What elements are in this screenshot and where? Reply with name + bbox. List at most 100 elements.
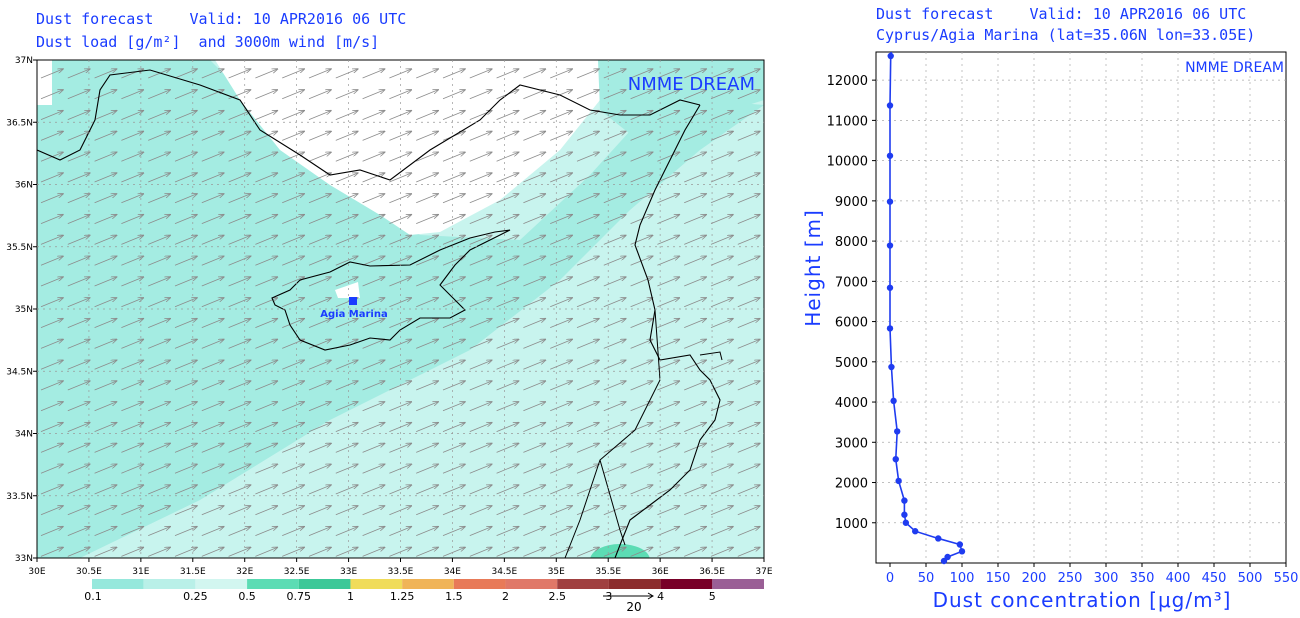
wind-arrow [710,69,733,79]
wind-arrow [148,547,170,557]
wind-arrow [201,131,224,141]
wind-arrow [94,443,117,453]
colorbar-label: 1 [347,590,354,603]
wind-arrow [684,131,706,141]
wind-arrow [201,298,224,308]
wind-arrow [67,90,90,100]
profile-y-tick-label: 9000 [835,195,868,210]
wind-arrow [496,298,519,308]
wind-arrow [442,277,465,287]
wind-arrow [657,111,679,120]
wind-arrow [174,256,197,266]
wind-arrow [148,298,170,308]
wind-arrow [550,215,572,224]
wind-arrow [308,256,331,266]
wind-arrow [362,194,385,204]
map-lat-label: 34.5N [6,367,33,377]
profile-y-tick-label: 1000 [835,517,868,532]
wind-arrow [523,111,545,120]
wind-arrow [362,215,385,224]
wind-arrow [416,69,438,79]
wind-arrow [335,360,358,370]
wind-arrow [550,464,572,474]
wind-arrow [40,69,63,79]
wind-arrow [121,423,143,432]
profile-x-tick-label: 350 [1130,571,1155,586]
wind-arrow [148,90,170,100]
wind-arrow [630,485,653,495]
wind-arrow [389,277,411,287]
wind-arrow [416,381,438,391]
map-lon-label: 30.5E [76,567,102,577]
wind-arrow [469,506,492,516]
wind-arrow [121,506,143,516]
wind-arrow [442,194,465,204]
wind-arrow [389,402,411,412]
wind-arrow [174,360,197,370]
wind-arrow [389,485,411,495]
wind-arrow [94,194,117,204]
wind-arrow [523,485,545,495]
wind-arrow [335,381,358,391]
wind-arrow [737,215,760,224]
wind-arrow [67,381,90,391]
wind-arrow [308,402,331,412]
wind-arrow [576,111,599,120]
wind-arrow [201,381,224,391]
wind-arrow [282,69,304,79]
wind-arrow [282,485,304,495]
wind-arrow [550,443,572,453]
profile-y-tick-label: 2000 [835,477,868,492]
profile-y-tick-label: 7000 [835,275,868,290]
wind-arrow [362,339,385,349]
wind-arrow [523,339,545,349]
wind-arrow [710,464,733,474]
profile-x-axis-label: Dust concentration [μg/m³] [933,588,1232,612]
wind-arrow [710,423,733,432]
wind-arrow [201,360,224,370]
wind-arrow [362,464,385,474]
wind-arrow [737,194,760,204]
wind-arrow [255,360,277,370]
colorbar-label: 0.1 [84,590,102,603]
wind-arrow [576,402,599,412]
wind-arrow [469,464,492,474]
wind-arrow [174,402,197,412]
wind-arrow [121,464,143,474]
wind-arrow [67,173,90,183]
wind-arrow [255,152,277,162]
wind-arrow [67,506,90,516]
wind-arrow [335,527,358,536]
wind-arrow [416,547,438,557]
wind-arrow [442,547,465,557]
wind-arrow [282,298,304,308]
map-lon-label: 36E [652,567,669,577]
wind-arrow [630,319,653,328]
wind-arrow [603,152,626,162]
wind-arrow [94,173,117,183]
wind-arrow [94,131,117,141]
wind-arrow [67,235,90,245]
wind-arrow [67,277,90,287]
wind-arrow [282,256,304,266]
wind-arrow [603,464,626,474]
wind-arrow [389,215,411,224]
colorbar-swatch [143,579,196,589]
wind-arrow [308,131,331,141]
wind-arrow [201,69,224,79]
map-lon-label: 33.5E [388,567,414,577]
wind-arrow [201,506,224,516]
wind-arrow [148,464,170,474]
wind-arrow [255,443,277,453]
map-lon-label: 31E [132,567,149,577]
wind-arrow [335,90,358,100]
wind-arrow [576,152,599,162]
wind-arrow [67,464,90,474]
dust-free-area-north [215,60,615,235]
wind-arrow [335,423,358,432]
wind-arrow [121,319,143,328]
wind-arrow [67,443,90,453]
wind-arrow [469,173,492,183]
wind-arrow [442,506,465,516]
wind-arrow [67,402,90,412]
